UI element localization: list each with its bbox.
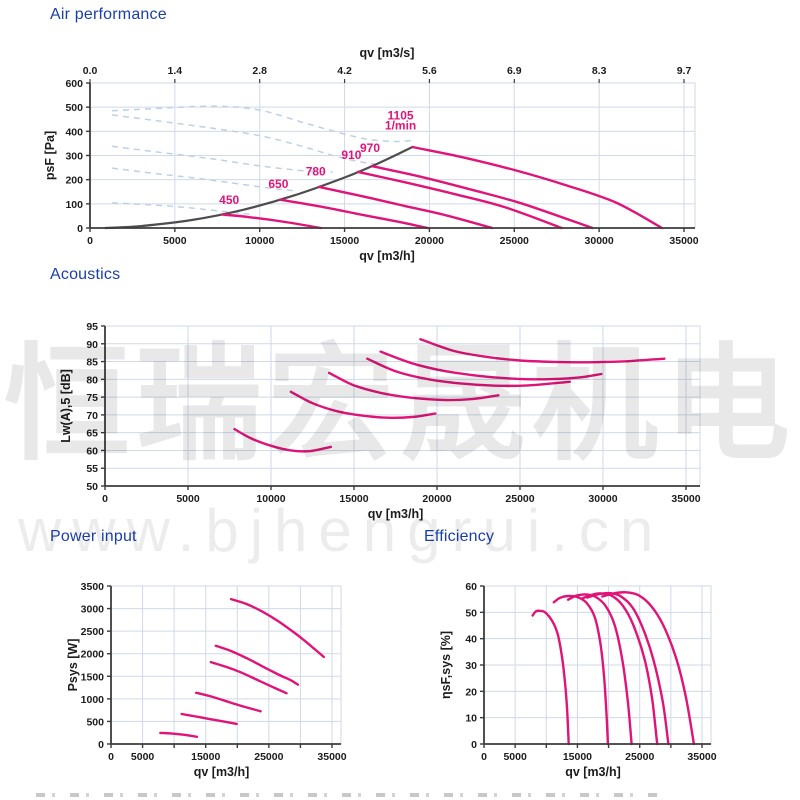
efficiency-chart: 0 5000 15000 25000 35000 0 10 20 30 40 50 60 qv [m3/… [439, 581, 717, 779]
svg-text:2000: 2000 [81, 649, 105, 661]
svg-text:0: 0 [98, 739, 104, 751]
svg-text:35000: 35000 [671, 493, 700, 505]
svg-text:qv [m3/h]: qv [m3/h] [565, 765, 621, 779]
svg-text:970: 970 [360, 141, 380, 155]
svg-text:25000: 25000 [505, 493, 534, 505]
svg-text:400: 400 [65, 126, 83, 138]
svg-text:5000: 5000 [163, 235, 187, 247]
svg-text:8.3: 8.3 [592, 65, 607, 77]
svg-text:10000: 10000 [245, 235, 274, 247]
acoustics-chart: 0 5000 10000 15000 20000 25000 30000 35000 50 55 6… [59, 321, 701, 521]
svg-text:780: 780 [306, 164, 326, 178]
svg-text:50: 50 [86, 481, 98, 493]
svg-text:600: 600 [65, 78, 83, 90]
svg-text:35000: 35000 [687, 751, 716, 763]
svg-text:ηsF,sys [%]: ηsF,sys [%] [439, 631, 453, 699]
svg-text:5000: 5000 [503, 751, 527, 763]
svg-text:60: 60 [86, 445, 98, 457]
svg-text:25000: 25000 [625, 751, 654, 763]
svg-text:100: 100 [65, 199, 83, 211]
svg-text:6.9: 6.9 [507, 65, 522, 77]
svg-text:25000: 25000 [254, 751, 283, 763]
svg-text:35000: 35000 [317, 751, 346, 763]
power-input-chart: 0 5000 15000 25000 35000 0 500 1000 1500 2000 2500… [66, 581, 347, 779]
air-performance-chart: 0 5000 10000 15000 20000 25000 30000 35000 0 100 2… [43, 46, 699, 263]
svg-text:2.8: 2.8 [252, 65, 267, 77]
svg-text:10: 10 [465, 713, 477, 725]
svg-text:qv [m3/h]: qv [m3/h] [359, 249, 415, 263]
svg-text:20: 20 [465, 686, 477, 698]
svg-text:55: 55 [86, 463, 98, 475]
svg-text:30: 30 [465, 660, 477, 672]
svg-text:qv [m3/s]: qv [m3/s] [360, 46, 415, 60]
svg-text:Psys [W]: Psys [W] [66, 639, 80, 692]
svg-text:75: 75 [86, 392, 98, 404]
svg-text:0: 0 [108, 751, 114, 763]
svg-text:500: 500 [65, 102, 83, 114]
svg-text:15000: 15000 [330, 235, 359, 247]
clipped-footer-text [36, 793, 661, 797]
svg-text:4.2: 4.2 [337, 65, 352, 77]
svg-text:psF [Pa]: psF [Pa] [43, 131, 57, 180]
svg-text:qv [m3/h]: qv [m3/h] [368, 507, 424, 521]
svg-text:15000: 15000 [191, 751, 220, 763]
svg-text:1500: 1500 [81, 671, 105, 683]
svg-text:450: 450 [219, 193, 239, 207]
svg-text:3000: 3000 [81, 604, 105, 616]
svg-text:3500: 3500 [81, 581, 105, 593]
svg-text:qv [m3/h]: qv [m3/h] [194, 765, 250, 779]
svg-text:5000: 5000 [131, 751, 155, 763]
svg-text:15000: 15000 [563, 751, 592, 763]
svg-text:40: 40 [465, 634, 477, 646]
section-title-power-input: Power input [50, 528, 137, 545]
svg-text:1.4: 1.4 [168, 65, 183, 77]
svg-text:9.7: 9.7 [677, 65, 692, 77]
svg-text:95: 95 [86, 321, 98, 333]
section-title-acoustics: Acoustics [50, 266, 121, 283]
svg-text:1105: 1105 [388, 109, 414, 123]
svg-text:Lw(A),5 [dB]: Lw(A),5 [dB] [59, 369, 73, 443]
svg-text:90: 90 [86, 339, 98, 351]
svg-text:5.6: 5.6 [422, 65, 437, 77]
svg-text:200: 200 [65, 175, 83, 187]
svg-text:15000: 15000 [339, 493, 368, 505]
svg-text:910: 910 [341, 148, 361, 162]
svg-text:35000: 35000 [669, 235, 698, 247]
svg-text:0: 0 [471, 739, 477, 751]
svg-text:0: 0 [77, 223, 83, 235]
svg-text:65: 65 [86, 428, 98, 440]
svg-text:1/min: 1/min [385, 118, 416, 132]
svg-text:5000: 5000 [176, 493, 200, 505]
section-title-air-performance: Air performance [50, 6, 167, 23]
svg-text:85: 85 [86, 357, 98, 369]
svg-text:10000: 10000 [256, 493, 285, 505]
section-title-efficiency: Efficiency [424, 528, 495, 545]
svg-text:0.0: 0.0 [83, 65, 98, 77]
svg-text:300: 300 [65, 151, 83, 163]
svg-text:70: 70 [86, 410, 98, 422]
svg-text:20000: 20000 [415, 235, 444, 247]
svg-text:500: 500 [86, 716, 104, 728]
svg-text:80: 80 [86, 374, 98, 386]
svg-text:60: 60 [465, 581, 477, 593]
svg-text:0: 0 [102, 493, 108, 505]
svg-text:650: 650 [268, 177, 288, 191]
svg-text:25000: 25000 [500, 235, 529, 247]
svg-text:50: 50 [465, 607, 477, 619]
svg-text:0: 0 [481, 751, 487, 763]
svg-text:30000: 30000 [585, 235, 614, 247]
svg-text:1000: 1000 [81, 694, 105, 706]
svg-text:30000: 30000 [588, 493, 617, 505]
svg-text:20000: 20000 [422, 493, 451, 505]
svg-text:0: 0 [87, 235, 93, 247]
svg-text:2500: 2500 [81, 626, 105, 638]
